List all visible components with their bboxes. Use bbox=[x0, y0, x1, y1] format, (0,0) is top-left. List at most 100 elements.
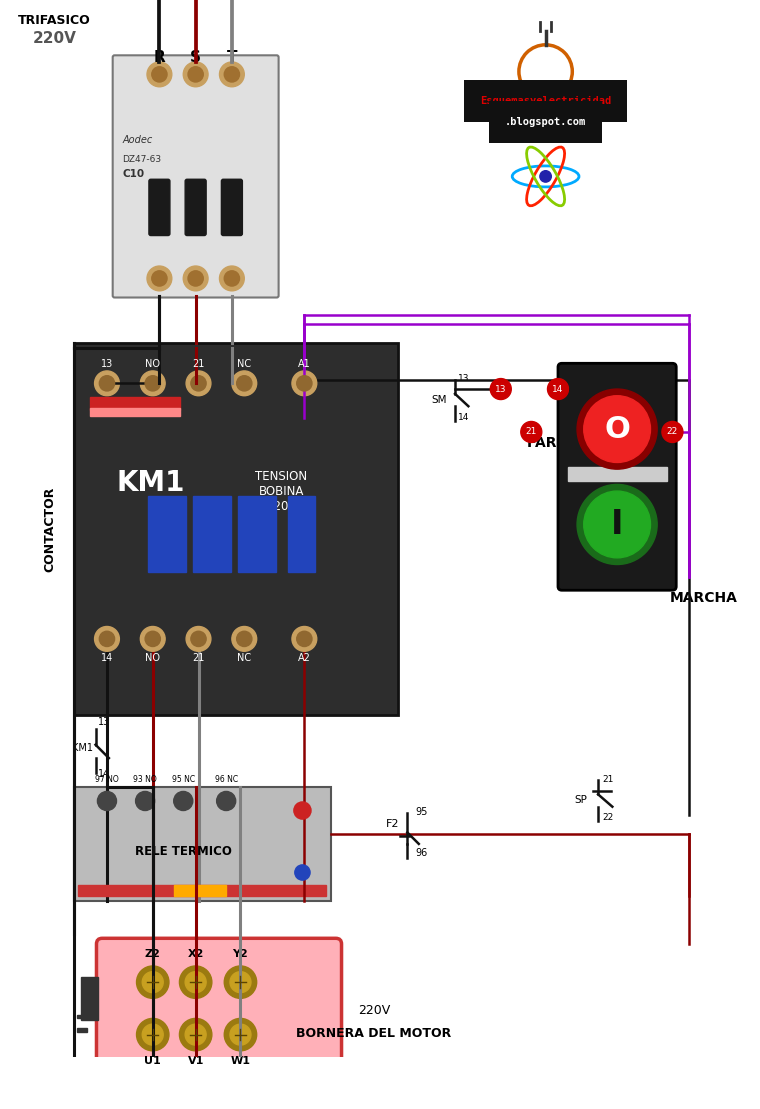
Text: 14: 14 bbox=[553, 385, 564, 394]
Circle shape bbox=[191, 631, 206, 647]
Circle shape bbox=[94, 370, 119, 396]
Circle shape bbox=[152, 67, 167, 82]
FancyBboxPatch shape bbox=[185, 180, 206, 235]
Bar bbox=[174, 885, 226, 896]
Circle shape bbox=[296, 376, 312, 391]
Text: 14: 14 bbox=[98, 770, 111, 780]
Text: 96: 96 bbox=[415, 848, 427, 858]
FancyBboxPatch shape bbox=[221, 180, 242, 235]
Bar bbox=[78, 1028, 87, 1031]
Bar bbox=[78, 1015, 87, 1018]
Circle shape bbox=[185, 1024, 206, 1045]
Bar bbox=[148, 496, 186, 572]
Circle shape bbox=[186, 627, 211, 651]
Text: 95: 95 bbox=[415, 807, 427, 817]
Text: NC: NC bbox=[237, 653, 252, 663]
Text: U1: U1 bbox=[144, 1056, 161, 1066]
Text: NO: NO bbox=[145, 653, 160, 663]
Circle shape bbox=[236, 376, 252, 391]
Circle shape bbox=[185, 971, 206, 993]
Bar bbox=[90, 397, 180, 410]
Circle shape bbox=[188, 67, 203, 82]
Circle shape bbox=[141, 370, 165, 396]
Text: TRIFASICO: TRIFASICO bbox=[18, 14, 91, 28]
Text: 21: 21 bbox=[602, 775, 613, 784]
Text: 220V: 220V bbox=[33, 31, 77, 45]
Circle shape bbox=[577, 389, 657, 469]
Text: Y2: Y2 bbox=[233, 949, 249, 959]
FancyBboxPatch shape bbox=[112, 55, 279, 297]
Circle shape bbox=[145, 631, 160, 647]
Text: I: I bbox=[611, 508, 623, 541]
Circle shape bbox=[292, 627, 317, 651]
Circle shape bbox=[296, 631, 312, 647]
Text: NO: NO bbox=[145, 359, 160, 369]
Circle shape bbox=[147, 62, 172, 87]
Circle shape bbox=[142, 971, 163, 993]
Circle shape bbox=[220, 62, 244, 87]
Text: C10: C10 bbox=[122, 170, 144, 180]
Circle shape bbox=[152, 271, 167, 286]
Circle shape bbox=[217, 792, 236, 811]
Circle shape bbox=[584, 491, 651, 558]
Circle shape bbox=[662, 421, 683, 442]
Circle shape bbox=[220, 266, 244, 291]
Circle shape bbox=[183, 62, 208, 87]
Circle shape bbox=[100, 631, 115, 647]
Text: A1: A1 bbox=[298, 359, 311, 369]
Bar bbox=[288, 496, 315, 572]
Circle shape bbox=[236, 631, 252, 647]
Text: TENSION
BOBINA
220V: TENSION BOBINA 220V bbox=[255, 469, 308, 512]
Circle shape bbox=[521, 421, 542, 442]
Bar bbox=[568, 467, 667, 480]
Text: 93 NO: 93 NO bbox=[133, 775, 157, 784]
Text: 96 NC: 96 NC bbox=[214, 775, 238, 784]
Circle shape bbox=[94, 627, 119, 651]
Circle shape bbox=[577, 485, 657, 564]
Text: 95 NC: 95 NC bbox=[172, 775, 195, 784]
Text: MARCHA: MARCHA bbox=[670, 591, 737, 606]
Text: 13: 13 bbox=[458, 375, 470, 384]
Text: SM: SM bbox=[431, 395, 447, 405]
Text: O: O bbox=[604, 415, 630, 444]
Circle shape bbox=[145, 376, 160, 391]
Circle shape bbox=[584, 396, 651, 462]
Text: 21: 21 bbox=[192, 653, 204, 663]
Text: CONTACTOR: CONTACTOR bbox=[43, 487, 56, 572]
Circle shape bbox=[179, 1018, 212, 1051]
Text: 22: 22 bbox=[667, 427, 678, 437]
Circle shape bbox=[230, 1024, 251, 1045]
Circle shape bbox=[137, 1018, 169, 1051]
Text: A2: A2 bbox=[298, 653, 311, 663]
Text: 13: 13 bbox=[495, 385, 506, 394]
Text: SP: SP bbox=[575, 795, 587, 805]
Circle shape bbox=[97, 792, 116, 811]
Text: 14: 14 bbox=[458, 413, 469, 421]
FancyBboxPatch shape bbox=[149, 180, 170, 235]
Circle shape bbox=[141, 627, 165, 651]
FancyBboxPatch shape bbox=[97, 938, 341, 1083]
Circle shape bbox=[232, 370, 257, 396]
Circle shape bbox=[191, 376, 206, 391]
Text: ▲ CONEXION EN TRIANGULO ▲: ▲ CONEXION EN TRIANGULO ▲ bbox=[122, 1108, 321, 1109]
Bar bbox=[90, 408, 180, 416]
Text: Z2: Z2 bbox=[145, 949, 160, 959]
Text: X2: X2 bbox=[188, 949, 204, 959]
Circle shape bbox=[295, 865, 310, 881]
Text: PARO: PARO bbox=[527, 437, 569, 450]
Text: 97 NO: 97 NO bbox=[95, 775, 119, 784]
Circle shape bbox=[224, 966, 257, 998]
Text: W1: W1 bbox=[230, 1056, 251, 1066]
Text: BORNERA DEL MOTOR: BORNERA DEL MOTOR bbox=[296, 1027, 451, 1040]
Bar bbox=[74, 344, 397, 715]
Text: T: T bbox=[226, 50, 237, 64]
Circle shape bbox=[147, 266, 172, 291]
Circle shape bbox=[224, 271, 239, 286]
Text: NC: NC bbox=[237, 359, 252, 369]
Circle shape bbox=[183, 266, 208, 291]
Text: Esquemasyelectricidad: Esquemasyelectricidad bbox=[480, 96, 611, 106]
Text: 22: 22 bbox=[602, 813, 613, 822]
Text: 220V: 220V bbox=[358, 1004, 390, 1017]
Circle shape bbox=[540, 171, 551, 182]
Text: 13: 13 bbox=[98, 716, 111, 726]
